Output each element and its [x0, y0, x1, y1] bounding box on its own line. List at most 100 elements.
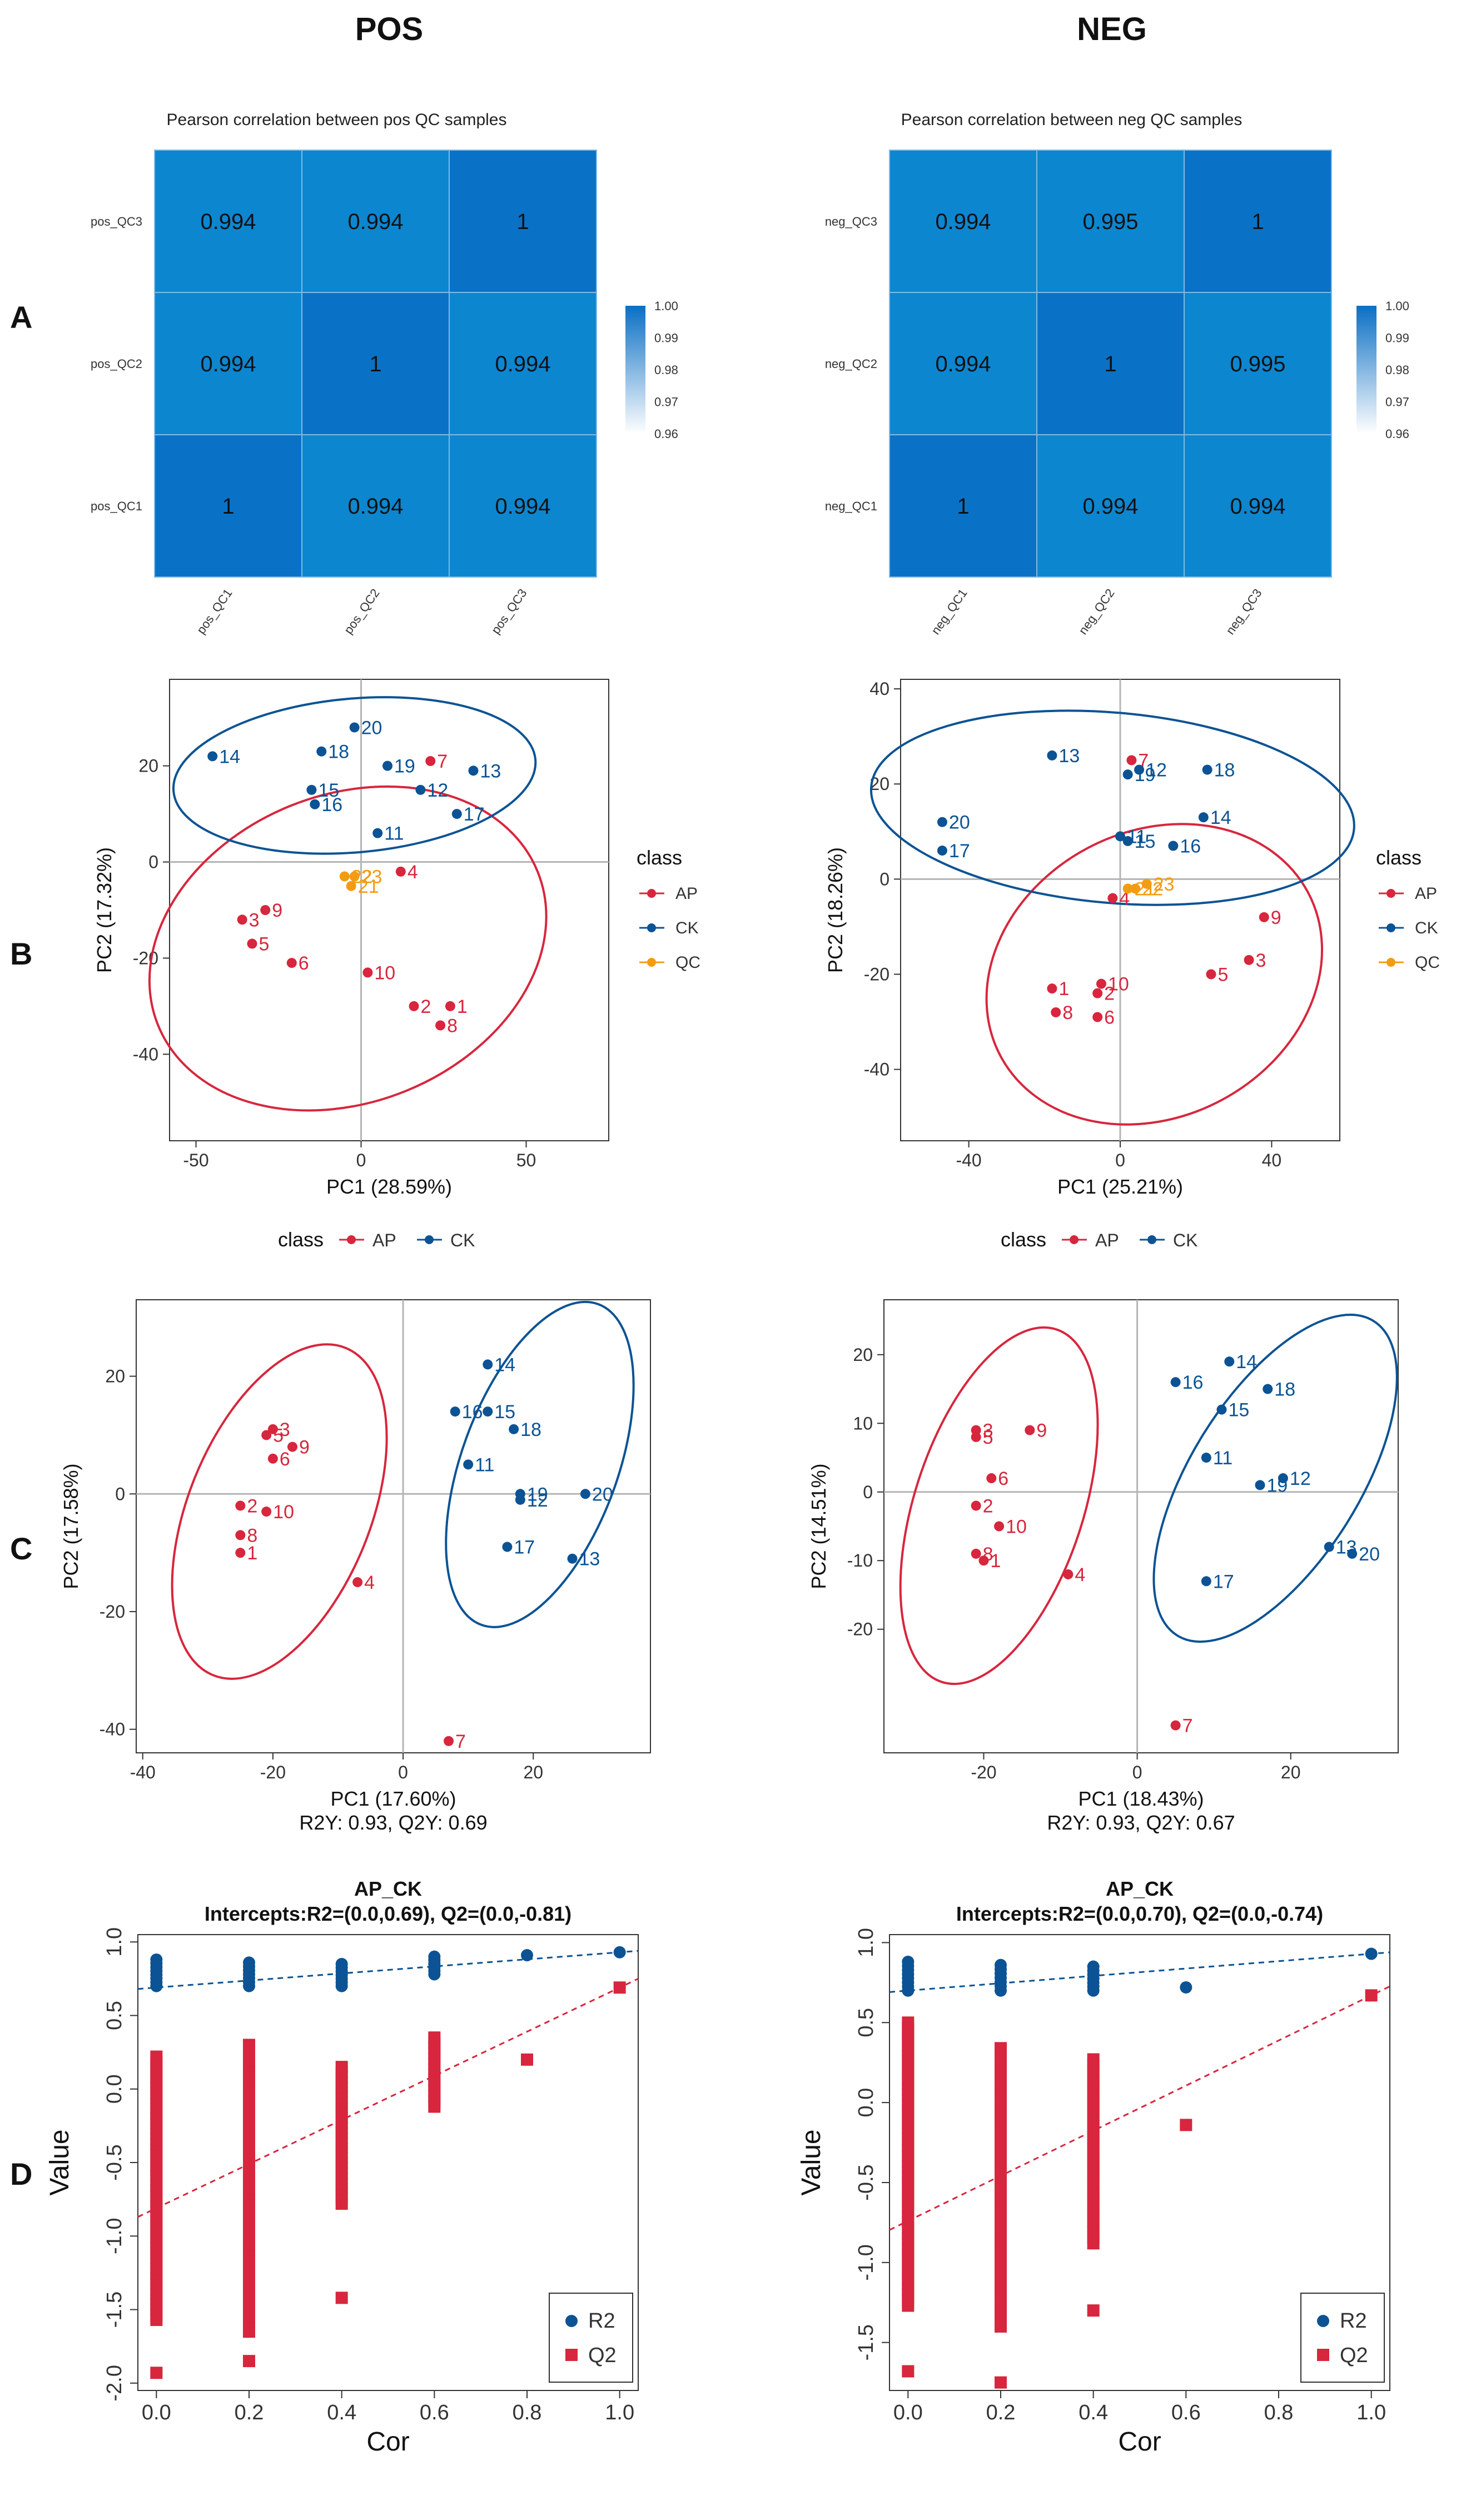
neg_pca-point-qc	[1122, 883, 1133, 894]
pos_plsda-point-label: 10	[273, 1502, 294, 1523]
neg_pca-xlabel: PC1 (25.21%)	[1057, 1175, 1183, 1198]
panel-letter-c: C	[10, 1531, 32, 1566]
pos_permutation-xtick-label: 0.4	[327, 2401, 356, 2424]
pos_pca-point-label: 19	[394, 756, 415, 777]
pos_plsda-point-ap	[267, 1424, 278, 1434]
neg_plsda-point-ap	[986, 1473, 997, 1484]
neg_pca-point-label: 3	[1256, 950, 1266, 971]
pos_pca-legend-swatch	[647, 923, 656, 932]
pos_pca-point-label: 8	[447, 1016, 458, 1037]
neg_pca-xtick-label: -40	[956, 1150, 981, 1170]
pos_pca-point-label: 23	[361, 866, 382, 887]
pos_pca-point-label: 11	[384, 823, 404, 844]
neg_pca-point-label: 5	[1217, 965, 1228, 986]
pos_permutation-ytick-label: 1.0	[103, 1927, 126, 1957]
pos_plsda-point-label: 18	[520, 1419, 541, 1440]
neg_plsda-xlabel: PC1 (18.43%)	[1078, 1787, 1204, 1810]
pos_pca-ellipse-ck	[172, 696, 537, 855]
neg_plsda-point-ap	[971, 1425, 981, 1435]
pos_permutation-legend-r2-label: R2	[588, 2309, 615, 2333]
neg_plsda-point-ap	[1025, 1425, 1035, 1435]
neg_plsda-group: -20 0 20 -20 -10 0 10 20 PC1 (18.43%)R2Y: 0.93, …	[807, 1228, 1399, 1834]
pos_plsda-point-label: 16	[462, 1401, 483, 1423]
neg_plsda-point-label: 2	[983, 1495, 993, 1517]
pos_plsda-point-ck	[450, 1406, 460, 1417]
pos_heatmap-legend-tick: 0.98	[654, 363, 678, 377]
neg_pca-legend-swatch	[1387, 923, 1395, 932]
pos_permutation-xtick-label: 0.8	[513, 2401, 542, 2424]
pos_pca-point-ap	[247, 938, 257, 949]
pos_plsda-point-ck	[463, 1459, 474, 1470]
pos_pca-legend-label: CK	[675, 919, 699, 937]
pos_pca-point-label: 20	[361, 717, 382, 738]
neg_permutation-q2-point	[902, 2365, 915, 2378]
pos_permutation-ytick-label: 0.0	[103, 2074, 126, 2104]
neg_permutation-r2-point	[1365, 1947, 1378, 1960]
neg_permutation-ytick-label: -0.5	[854, 2164, 878, 2200]
pos_heatmap-cell-value: 1	[222, 494, 234, 519]
pos_pca-point-label: 17	[464, 804, 485, 825]
neg_permutation-r2-point	[1180, 1981, 1192, 1994]
neg_pca-ellipse-ck	[869, 709, 1355, 906]
neg_pca-ellipse-ap	[985, 823, 1324, 1126]
neg_pca-legend-swatch	[1387, 889, 1395, 898]
pos_pca-point-qc	[346, 881, 356, 891]
pos_plsda-xlabel: PC1 (17.60%)	[330, 1787, 456, 1810]
pos_permutation-ytick-label: 0.5	[103, 2001, 126, 2030]
neg_plsda-point-ap	[971, 1432, 981, 1442]
pos_heatmap-cell	[154, 292, 302, 435]
pos_plsda-point-ck	[483, 1359, 493, 1370]
pos_plsda-point-label: 17	[514, 1537, 535, 1558]
pos_heatmap-legend-bar	[625, 306, 645, 434]
pos_pca-point-ck	[316, 746, 327, 757]
pos_pca-point-ck	[306, 784, 317, 795]
neg_plsda-point-ck	[1278, 1473, 1288, 1484]
pos_heatmap-title: Pearson correlation between pos QC sampl…	[167, 111, 507, 129]
neg_plsda-point-label: 16	[1182, 1372, 1204, 1393]
neg_plsda-point-label: 17	[1213, 1571, 1234, 1592]
neg_plsda-point-ap	[994, 1521, 1005, 1532]
neg_pca-ytick-label: 40	[869, 679, 889, 699]
pos_plsda-point-label: 8	[247, 1525, 257, 1546]
pos_permutation-q2-point	[335, 2061, 348, 2074]
pos_plsda-legend-swatch	[347, 1235, 356, 1244]
pos_plsda-point-ap	[235, 1500, 246, 1511]
neg_pca-ylabel: PC2 (18.26%)	[824, 847, 847, 973]
neg_heatmap-row-label: neg_QC3	[825, 215, 877, 228]
pos_pca-point-label: 21	[358, 876, 379, 897]
neg_heatmap-legend-tick: 1.00	[1385, 299, 1409, 313]
pos_plsda-point-label: 5	[273, 1425, 284, 1446]
neg_heatmap-row-label: neg_QC1	[825, 499, 877, 513]
neg_heatmap-legend-bar	[1356, 306, 1376, 434]
neg_plsda-legend-swatch	[1147, 1235, 1156, 1244]
pos_heatmap-group: Pearson correlation between pos QC sampl…	[91, 111, 678, 637]
neg_pca-point-ck	[1168, 841, 1179, 851]
neg_pca-point-label: 8	[1062, 1002, 1073, 1023]
pos_plsda-point-ap	[267, 1453, 278, 1464]
neg_heatmap-cell-value: 0.995	[1230, 352, 1285, 376]
neg_plsda-point-label: 6	[998, 1468, 1008, 1489]
neg_heatmap-legend-tick: 0.98	[1385, 363, 1409, 377]
pos_permutation-r2-point	[521, 1949, 533, 1962]
neg_permutation-subtitle: Intercepts:R2=(0.0,0.70), Q2=(0.0,-0.74)	[956, 1902, 1323, 1925]
pos_pca-ellipse-ap	[148, 785, 548, 1112]
neg_heatmap-cell	[1184, 292, 1332, 435]
neg_plsda-point-label: 8	[983, 1544, 993, 1565]
pos_pca-point-qc	[349, 871, 360, 882]
pos_permutation-r2-line	[137, 1950, 639, 1990]
pos_plsda-ellipse-ap	[171, 1343, 388, 1680]
pos_plsda-point-label: 9	[299, 1437, 310, 1458]
neg_heatmap-cell	[889, 150, 1037, 293]
neg-column-header: NEG	[1077, 11, 1147, 47]
pos_plsda-point-label: 19	[527, 1484, 548, 1505]
pos_heatmap-cell-value: 0.994	[347, 494, 403, 519]
pos_permutation-xlabel: Cor	[366, 2427, 409, 2457]
pos_pca-group: -50 0 50 -40 -20 0 20 PC1 (28.59%) PC2 (17.32%) 1…	[93, 679, 700, 1198]
neg_pca-point-label: 13	[1058, 745, 1080, 767]
panel-letter-a: A	[10, 300, 32, 335]
pos_plsda-point-label: 12	[527, 1490, 548, 1511]
pos_pca-point-ap	[260, 905, 271, 915]
neg_permutation-q2-point	[1365, 1989, 1378, 2002]
pos_plsda-point-ap	[261, 1507, 272, 1517]
pos_plsda-legend-label: CK	[450, 1230, 475, 1250]
